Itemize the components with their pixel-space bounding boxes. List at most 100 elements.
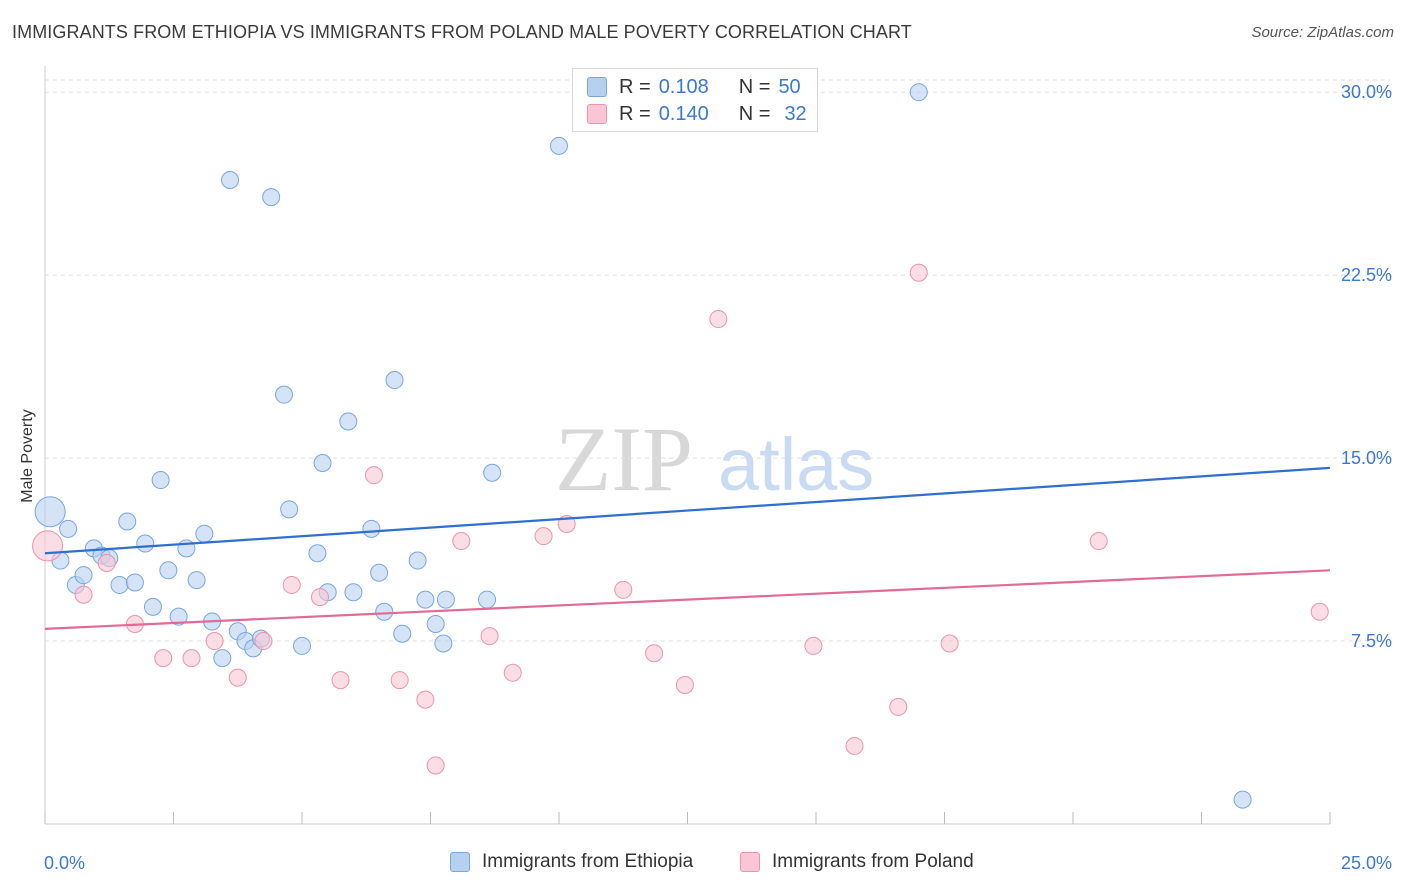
poland-swatch: [587, 104, 607, 124]
poland-point: [534, 527, 553, 546]
ethiopia-point: [262, 188, 281, 207]
ethiopia-n-label: N =: [738, 75, 771, 98]
poland-point: [331, 671, 350, 690]
ethiopia-point: [159, 561, 178, 580]
poland-point: [909, 263, 928, 282]
poland-r-value: 0.140: [658, 102, 709, 125]
ethiopia-point: [118, 512, 137, 531]
poland-point: [32, 530, 64, 562]
ethiopia-point: [408, 551, 427, 570]
ethiopia-point: [293, 636, 311, 655]
poland-point: [503, 663, 522, 682]
ethiopia-point: [275, 385, 294, 404]
poland-point: [282, 575, 301, 594]
ethiopia-trend-line: [44, 466, 1331, 555]
poland-point: [452, 532, 471, 551]
x-tick-label-min: 0.0%: [44, 853, 85, 873]
ethiopia-point: [344, 583, 363, 602]
poland-point: [74, 585, 93, 604]
ethiopia-point: [339, 412, 358, 431]
poland-point: [1310, 602, 1329, 621]
poland-n-label: N =: [738, 102, 771, 125]
poland-point: [97, 553, 116, 572]
poland-point: [645, 644, 664, 663]
poland-point: [614, 580, 633, 599]
ethiopia-point: [550, 136, 568, 155]
x-tick-label-max: 25.0%: [1341, 853, 1392, 873]
poland-trend-line: [44, 569, 1331, 630]
ethiopia-point: [221, 171, 240, 190]
ethiopia-point: [110, 575, 129, 594]
poland-point: [804, 636, 823, 655]
legend-row-poland: R = 0.140 N = 32: [587, 101, 807, 127]
ethiopia-point: [125, 573, 144, 592]
series-legend-poland: Immigrants from Poland: [740, 851, 974, 873]
poland-point: [310, 588, 329, 607]
watermark-atlas: atlas: [718, 423, 874, 506]
ethiopia-point: [34, 496, 66, 528]
poland-point: [889, 697, 908, 716]
ethiopia-point: [483, 463, 502, 482]
ethiopia-point: [74, 566, 93, 585]
y-tick-label: 7.5%: [1351, 631, 1392, 651]
ethiopia-point: [280, 500, 299, 519]
poland-point: [426, 756, 445, 775]
poland-point: [364, 466, 383, 485]
y-tick-label: 15.0%: [1341, 448, 1392, 468]
ethiopia-point: [151, 471, 170, 490]
source-credit: Source: ZipAtlas.com: [1251, 24, 1394, 41]
poland-n-value: 32: [784, 102, 807, 125]
poland-point: [254, 632, 273, 651]
poland-point: [182, 649, 201, 668]
poland-point: [845, 736, 864, 755]
ethiopia-point: [187, 571, 206, 590]
ethiopia-point: [375, 602, 394, 621]
ethiopia-swatch: [587, 77, 607, 97]
watermark-zip: ZIP: [555, 408, 693, 510]
ethiopia-point: [909, 83, 928, 102]
ethiopia-point: [308, 544, 327, 563]
ethiopia-point: [136, 534, 155, 553]
ethiopia-point: [385, 371, 404, 390]
ethiopia-point: [370, 563, 389, 582]
y-tick-label: 22.5%: [1341, 265, 1392, 285]
ethiopia-point: [434, 634, 453, 653]
ethiopia-n-value: 50: [778, 75, 801, 98]
y-tick-label: 30.0%: [1341, 82, 1392, 102]
poland-legend-swatch: [740, 852, 760, 872]
ethiopia-legend-swatch: [450, 852, 470, 872]
ethiopia-point: [313, 453, 332, 472]
ethiopia-point: [478, 590, 497, 609]
poland-point: [228, 668, 247, 687]
poland-point: [940, 634, 959, 653]
ethiopia-point: [436, 590, 455, 609]
poland-point: [675, 675, 694, 694]
poland-series-label: Immigrants from Poland: [772, 851, 974, 872]
poland-point: [390, 671, 409, 690]
poland-point: [154, 649, 173, 668]
poland-point: [205, 632, 224, 651]
ethiopia-point: [169, 607, 188, 626]
ethiopia-point: [143, 597, 162, 616]
poland-point: [480, 627, 499, 646]
ethiopia-series-label: Immigrants from Ethiopia: [482, 851, 694, 872]
poland-point: [416, 690, 435, 709]
chart-title: IMMIGRANTS FROM ETHIOPIA VS IMMIGRANTS F…: [12, 22, 912, 42]
correlation-legend: R = 0.108 N = 50 R = 0.140 N = 32: [572, 68, 818, 132]
poland-point: [709, 310, 728, 329]
ethiopia-point: [362, 519, 381, 538]
ethiopia-point: [213, 649, 232, 668]
legend-row-ethiopia: R = 0.108 N = 50: [587, 74, 801, 100]
ethiopia-r-label: R =: [619, 75, 651, 98]
y-axis-label: Male Poverty: [19, 409, 36, 503]
ethiopia-point: [1233, 790, 1252, 809]
poland-r-label: R =: [619, 102, 651, 125]
ethiopia-point: [195, 524, 214, 543]
series-legend: Immigrants from Ethiopia Immigrants from…: [0, 851, 1406, 877]
ethiopia-point: [59, 519, 78, 538]
ethiopia-r-value: 0.108: [658, 75, 709, 98]
ethiopia-point: [393, 624, 412, 643]
series-legend-ethiopia: Immigrants from Ethiopia: [450, 851, 693, 873]
ethiopia-point: [426, 614, 445, 633]
